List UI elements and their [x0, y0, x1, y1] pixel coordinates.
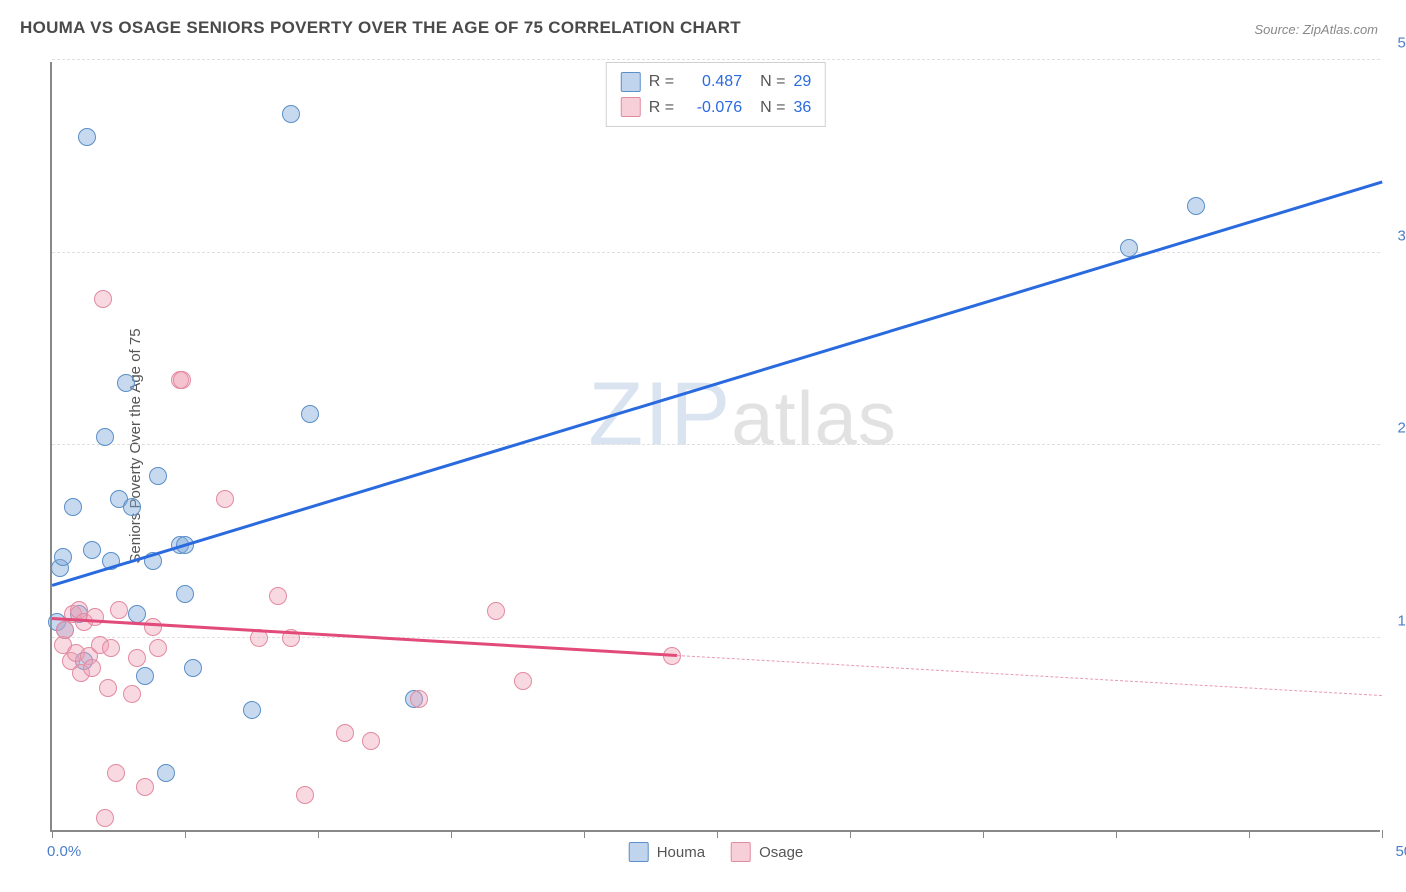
x-tick: [185, 830, 186, 838]
data-point: [296, 786, 314, 804]
gridline: [52, 59, 1380, 60]
data-point: [99, 679, 117, 697]
r-value: 0.487: [682, 69, 742, 95]
data-point: [149, 639, 167, 657]
data-point: [487, 602, 505, 620]
x-tick: [1249, 830, 1250, 838]
legend-row-houma: R = 0.487 N = 29: [621, 69, 811, 95]
x-tick: [1382, 830, 1383, 838]
watermark-brand-suffix: atlas: [731, 377, 897, 462]
data-point: [83, 541, 101, 559]
y-tick-label: 25.0%: [1390, 420, 1406, 437]
x-tick: [983, 830, 984, 838]
legend-swatch-blue: [629, 842, 649, 862]
x-tick: [717, 830, 718, 838]
data-point: [136, 778, 154, 796]
legend-swatch-pink: [731, 842, 751, 862]
data-point: [301, 405, 319, 423]
data-point: [102, 639, 120, 657]
scatter-plot-area: ZIPatlas R = 0.487 N = 29 R = -0.076 N =…: [50, 62, 1380, 832]
data-point: [110, 601, 128, 619]
chart-title: HOUMA VS OSAGE SENIORS POVERTY OVER THE …: [20, 18, 741, 38]
data-point: [149, 467, 167, 485]
gridline: [52, 444, 1380, 445]
data-point: [128, 649, 146, 667]
data-point: [269, 587, 287, 605]
watermark: ZIPatlas: [588, 364, 897, 467]
legend-label: Osage: [759, 844, 803, 861]
data-point: [78, 128, 96, 146]
r-label: R =: [649, 69, 674, 95]
data-point: [117, 374, 135, 392]
y-tick-label: 37.5%: [1390, 227, 1406, 244]
x-tick: [318, 830, 319, 838]
legend-swatch-pink: [621, 97, 641, 117]
x-axis-min-label: 0.0%: [47, 843, 81, 860]
data-point: [514, 672, 532, 690]
data-point: [64, 498, 82, 516]
data-point: [96, 809, 114, 827]
gridline: [52, 252, 1380, 253]
x-tick: [52, 830, 53, 838]
data-point: [336, 724, 354, 742]
legend-item-osage: Osage: [731, 842, 803, 862]
legend-swatch-blue: [621, 72, 641, 92]
series-legend: Houma Osage: [621, 840, 812, 864]
legend-row-osage: R = -0.076 N = 36: [621, 95, 811, 121]
n-value: 36: [793, 95, 811, 121]
trend-line: [52, 181, 1383, 587]
data-point: [94, 290, 112, 308]
x-tick: [1116, 830, 1117, 838]
data-point: [136, 667, 154, 685]
r-value: -0.076: [682, 95, 742, 121]
data-point: [123, 498, 141, 516]
legend-label: Houma: [657, 844, 705, 861]
y-tick-label: 50.0%: [1390, 35, 1406, 52]
data-point: [107, 764, 125, 782]
data-point: [123, 685, 141, 703]
data-point: [54, 548, 72, 566]
data-point: [1187, 197, 1205, 215]
data-point: [282, 105, 300, 123]
x-tick: [451, 830, 452, 838]
data-point: [216, 490, 234, 508]
source-attribution: Source: ZipAtlas.com: [1254, 22, 1378, 37]
data-point: [96, 428, 114, 446]
y-tick-label: 12.5%: [1390, 612, 1406, 629]
x-tick: [850, 830, 851, 838]
data-point: [243, 701, 261, 719]
x-axis-max-label: 50.0%: [1395, 843, 1406, 860]
legend-item-houma: Houma: [629, 842, 705, 862]
n-label: N =: [760, 95, 785, 121]
n-label: N =: [760, 69, 785, 95]
x-tick: [584, 830, 585, 838]
r-label: R =: [649, 95, 674, 121]
data-point: [56, 621, 74, 639]
n-value: 29: [793, 69, 811, 95]
data-point: [86, 608, 104, 626]
data-point: [144, 618, 162, 636]
data-point: [410, 690, 428, 708]
data-point: [173, 371, 191, 389]
trend-line: [677, 655, 1382, 696]
data-point: [176, 585, 194, 603]
data-point: [362, 732, 380, 750]
data-point: [83, 659, 101, 677]
data-point: [157, 764, 175, 782]
data-point: [184, 659, 202, 677]
correlation-legend: R = 0.487 N = 29 R = -0.076 N = 36: [606, 62, 826, 127]
